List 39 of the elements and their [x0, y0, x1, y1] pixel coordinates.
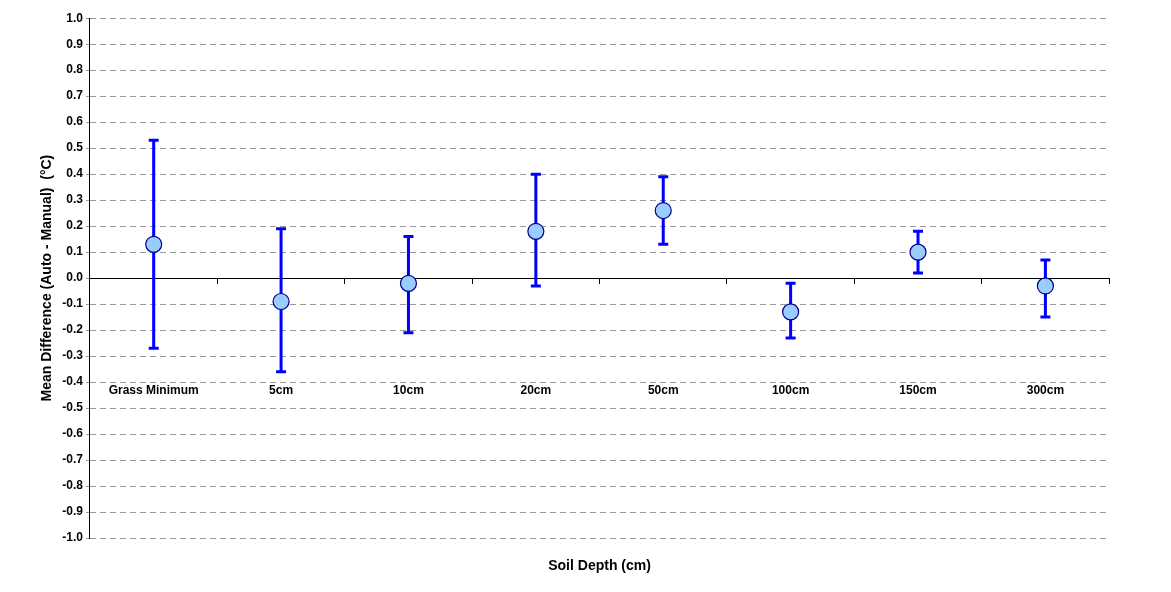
- y-tick-label: -0.6: [62, 426, 84, 441]
- x-tick-label: 150cm: [899, 382, 937, 397]
- point: [1036, 277, 1054, 295]
- point: [654, 201, 672, 220]
- y-tick-label: 0.6: [66, 114, 84, 129]
- x-tick-label: 100cm: [771, 382, 810, 397]
- y-tick-label: 0.4: [66, 166, 84, 181]
- y-tick-label: -0.9: [62, 504, 84, 519]
- y-tick-label: 1.0: [66, 10, 84, 25]
- x-tick-label: 300cm: [1026, 382, 1065, 397]
- point: [272, 292, 290, 311]
- y-tick-label: -0.3: [62, 348, 84, 363]
- x-tick-label: 50cm: [647, 382, 679, 397]
- x-tick-label: 10cm: [393, 382, 424, 397]
- y-tick-label: -0.1: [62, 296, 84, 311]
- y-tick-label: 0.1: [66, 244, 84, 259]
- y-tick-label: 0.0: [66, 270, 84, 285]
- y-tick-label: -0.5: [62, 400, 84, 415]
- point: [527, 222, 545, 240]
- y-axis-title: Mean Difference (Auto - Manual) (°C): [37, 154, 54, 402]
- y-tick-label: -0.4: [62, 374, 84, 389]
- x-axis-title: Soil Depth (cm): [548, 556, 651, 573]
- y-tick-label: 0.8: [66, 62, 84, 77]
- y-tick-label: 0.7: [66, 88, 84, 103]
- x-tick-label: 5cm: [269, 382, 294, 397]
- y-tick-label: 0.5: [66, 140, 84, 155]
- x-tick-label: 20cm: [520, 382, 552, 397]
- point: [782, 303, 800, 321]
- y-tick-label: 0.2: [66, 218, 84, 233]
- y-tick-label: -0.2: [62, 322, 84, 337]
- point: [399, 274, 418, 292]
- point: [909, 243, 927, 261]
- x-tick-label: Grass Minimum: [108, 382, 199, 397]
- y-tick-label: 0.3: [66, 192, 84, 207]
- y-tick-label: -1.0: [62, 530, 84, 545]
- y-tick-label: -0.8: [62, 478, 84, 493]
- y-tick-label: 0.9: [66, 36, 84, 51]
- y-tick-label: -0.7: [62, 452, 84, 467]
- point: [145, 235, 163, 253]
